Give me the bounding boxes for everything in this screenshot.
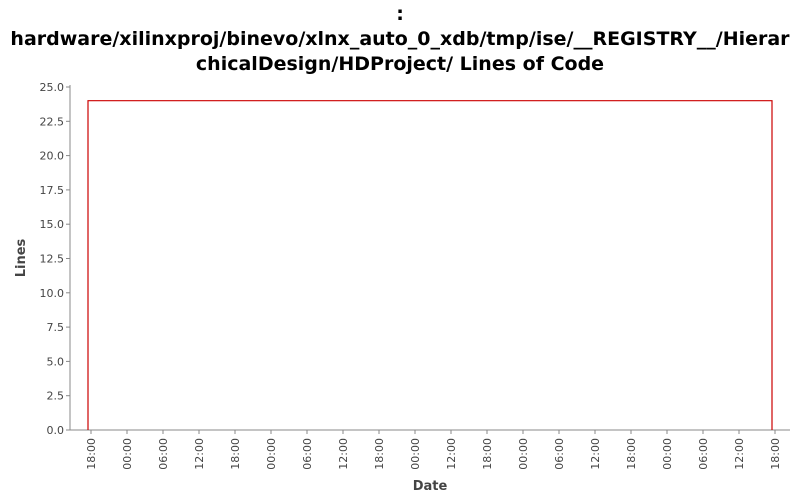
x-tick-label: 00:00 bbox=[661, 438, 674, 470]
series-line bbox=[87, 100, 773, 430]
y-tick-label: 22.5 bbox=[40, 115, 65, 128]
y-axis: 0.0 2.5 5.0 7.5 10.0 12.5 15.0 17.5 20.0 22.5 25.0 bbox=[40, 81, 71, 437]
plot-area bbox=[87, 100, 773, 430]
title-line-1: : bbox=[396, 3, 404, 25]
x-tick-label: 12:00 bbox=[445, 438, 458, 470]
x-tick-label: 06:00 bbox=[553, 438, 566, 470]
x-tick-label: 18:00 bbox=[229, 438, 242, 470]
x-tick-label: 18:00 bbox=[85, 438, 98, 470]
x-tick-label: 18:00 bbox=[481, 438, 494, 470]
x-tick-label: 12:00 bbox=[337, 438, 350, 470]
title-line-2: hardware/xilinxproj/binevo/xlnx_auto_0_x… bbox=[10, 28, 790, 50]
x-tick-label: 18:00 bbox=[373, 438, 386, 470]
x-tick-label: 00:00 bbox=[265, 438, 278, 470]
x-tick-label: 00:00 bbox=[517, 438, 530, 470]
x-tick-label: 12:00 bbox=[193, 438, 206, 470]
y-tick-label: 20.0 bbox=[40, 150, 65, 163]
y-tick-label: 7.5 bbox=[47, 321, 65, 334]
y-tick-label: 25.0 bbox=[40, 81, 65, 94]
chart-title: : hardware/xilinxproj/binevo/xlnx_auto_0… bbox=[0, 2, 800, 77]
x-axis: 18:00 00:00 06:00 12:00 18:00 00:00 06:00 12:00… bbox=[70, 429, 790, 470]
y-tick-label: 5.0 bbox=[47, 355, 65, 368]
x-tick-label: 06:00 bbox=[157, 438, 170, 470]
x-tick-label: 18:00 bbox=[625, 438, 638, 470]
y-tick-label: 10.0 bbox=[40, 287, 65, 300]
y-tick-label: 2.5 bbox=[47, 390, 65, 403]
x-tick-label: 18:00 bbox=[769, 438, 782, 470]
x-axis-title: Date bbox=[413, 479, 448, 494]
x-tick-label: 06:00 bbox=[301, 438, 314, 470]
x-tick-label: 00:00 bbox=[121, 438, 134, 470]
title-line-3: chicalDesign/HDProject/ Lines of Code bbox=[195, 53, 605, 75]
y-axis-title: Lines bbox=[14, 238, 29, 277]
y-tick-label: 17.5 bbox=[40, 184, 65, 197]
y-tick-label: 15.0 bbox=[40, 218, 65, 231]
x-tick-label: 12:00 bbox=[589, 438, 602, 470]
x-tick-label: 00:00 bbox=[409, 438, 422, 470]
x-tick-label: 12:00 bbox=[733, 438, 746, 470]
y-tick-label: 0.0 bbox=[47, 424, 65, 437]
x-tick-label: 06:00 bbox=[697, 438, 710, 470]
y-tick-label: 12.5 bbox=[40, 253, 65, 266]
